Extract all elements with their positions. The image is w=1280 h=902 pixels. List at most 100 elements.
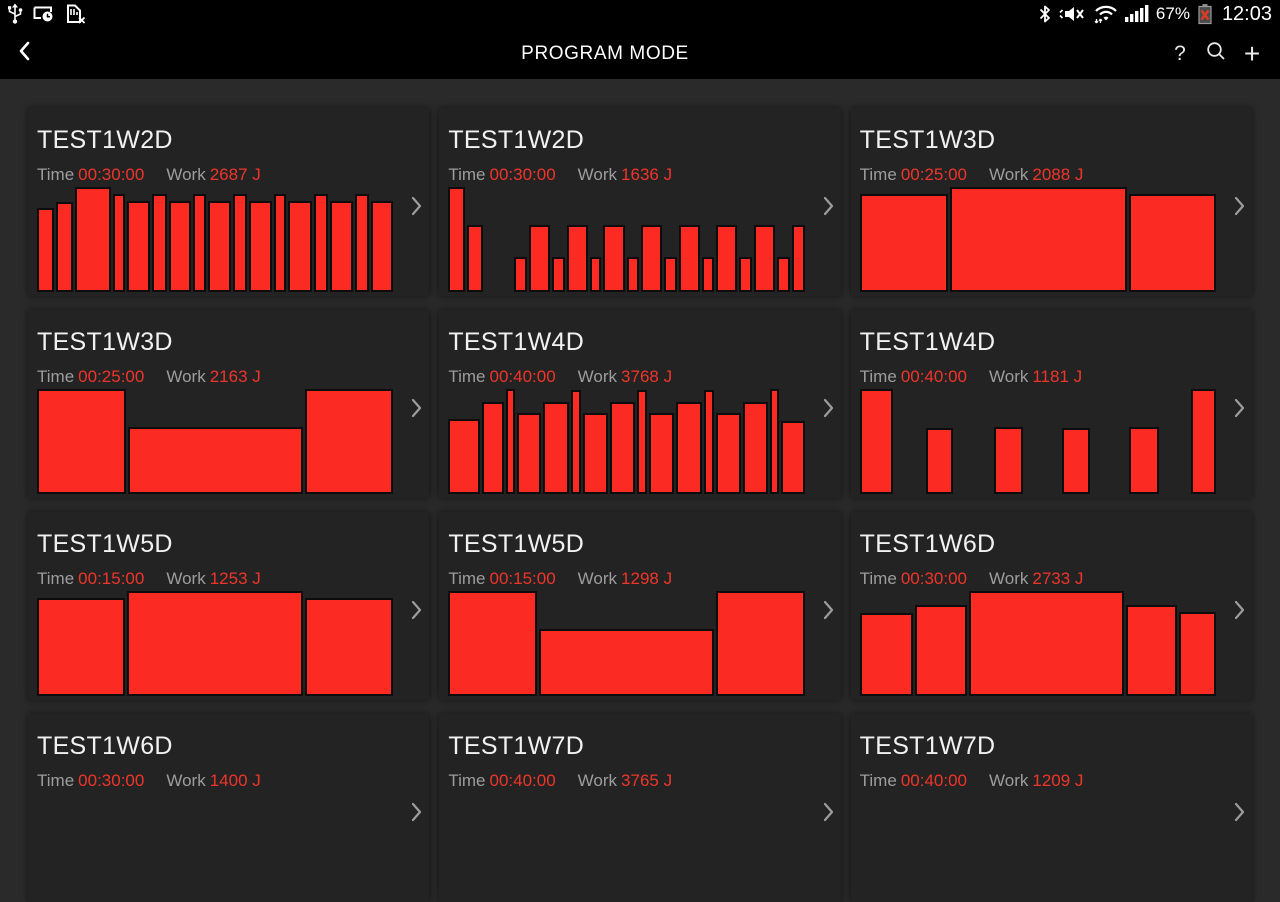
chart-bar xyxy=(1062,427,1090,494)
work-label: Work xyxy=(577,367,618,386)
time-value: 00:40:00 xyxy=(900,771,967,790)
chart-bar xyxy=(626,257,640,292)
signal-strength-icon xyxy=(1124,4,1149,24)
program-title: TEST1W2D xyxy=(448,126,585,154)
usb-icon xyxy=(5,3,25,25)
chart-bar xyxy=(37,598,126,696)
time-value: 00:30:00 xyxy=(78,165,145,184)
program-title: TEST1W6D xyxy=(37,732,173,760)
bluetooth-icon xyxy=(1038,4,1052,24)
program-info: Time 00:30:00 Work 2687 J xyxy=(37,165,419,185)
chevron-right-icon xyxy=(410,801,422,828)
program-info: Time 00:40:00 Work 3768 J xyxy=(448,367,830,387)
chart-bar xyxy=(664,257,677,292)
search-icon xyxy=(1205,40,1227,68)
chevron-right-icon xyxy=(1233,397,1245,424)
chart-bar xyxy=(313,194,328,292)
time-label: Time xyxy=(448,771,486,790)
work-value: 1400 J xyxy=(209,771,261,790)
program-chart xyxy=(447,187,805,292)
work-label: Work xyxy=(577,771,618,790)
work-label: Work xyxy=(166,771,206,790)
chart-bar xyxy=(859,389,894,494)
time-value: 00:30:00 xyxy=(78,771,145,790)
program-chart xyxy=(859,793,1217,898)
work-label: Work xyxy=(577,569,618,588)
work-label: Work xyxy=(166,569,206,588)
chevron-right-icon xyxy=(410,397,422,424)
chart-bar xyxy=(949,187,1127,292)
time-value: 00:30:00 xyxy=(489,165,556,184)
plus-icon: + xyxy=(1243,37,1261,69)
time-label: Time xyxy=(859,367,897,386)
chart-bar xyxy=(1190,389,1216,494)
chart-bar xyxy=(570,390,581,494)
page-title: PROGRAM MODE xyxy=(521,42,689,64)
chart-bar xyxy=(649,413,675,494)
chart-bar xyxy=(355,194,370,292)
work-value: 3765 J xyxy=(621,771,673,790)
chart-bar xyxy=(448,187,465,292)
program-card[interactable]: TEST1W4D Time 00:40:00 Work 3768 J xyxy=(439,310,841,498)
time-value: 00:40:00 xyxy=(489,771,556,790)
back-button[interactable] xyxy=(0,28,48,79)
program-card[interactable]: TEST1W3D Time 00:25:00 Work 2163 J xyxy=(28,310,430,498)
program-card[interactable]: TEST1W5D Time 00:15:00 Work 1298 J xyxy=(439,512,841,700)
work-value: 1253 J xyxy=(209,569,261,588)
program-card[interactable]: TEST1W6D Time 00:30:00 Work 2733 J xyxy=(850,512,1252,700)
time-label: Time xyxy=(37,569,75,588)
chart-bar xyxy=(715,413,741,494)
program-chart xyxy=(36,793,394,898)
chart-bar xyxy=(233,194,248,292)
program-title: TEST1W3D xyxy=(37,328,173,356)
help-button[interactable]: ? xyxy=(1162,28,1198,79)
program-card[interactable]: TEST1W2D Time 00:30:00 Work 1636 J xyxy=(439,108,841,296)
chart-bar xyxy=(481,401,505,494)
program-chart xyxy=(447,793,805,898)
time-value: 00:40:00 xyxy=(900,367,967,386)
program-title: TEST1W4D xyxy=(859,328,996,356)
program-chart xyxy=(859,389,1217,494)
chevron-right-icon xyxy=(822,195,834,222)
program-card[interactable]: TEST1W4D Time 00:40:00 Work 1181 J xyxy=(850,310,1252,498)
time-value: 00:25:00 xyxy=(900,165,967,184)
program-chart xyxy=(859,187,1217,292)
time-label: Time xyxy=(37,165,75,184)
program-info: Time 00:40:00 Work 1209 J xyxy=(860,771,1242,791)
chart-bar xyxy=(610,401,636,494)
search-button[interactable] xyxy=(1198,28,1234,79)
mute-icon xyxy=(1059,4,1085,24)
program-card[interactable]: TEST1W5D Time 00:15:00 Work 1253 J xyxy=(28,512,430,700)
chart-bar xyxy=(305,389,394,494)
work-label: Work xyxy=(989,771,1029,790)
program-card[interactable]: TEST1W6D Time 00:30:00 Work 1400 J xyxy=(28,714,430,902)
chart-bar xyxy=(288,200,312,292)
time-label: Time xyxy=(859,569,897,588)
chevron-right-icon xyxy=(410,195,422,222)
add-button[interactable]: + xyxy=(1234,28,1270,79)
chart-bar xyxy=(641,224,663,292)
program-card[interactable]: TEST1W7D Time 00:40:00 Work 3765 J xyxy=(439,714,841,902)
chart-bar xyxy=(506,389,516,494)
chart-bar xyxy=(676,401,702,494)
chart-bar xyxy=(1128,426,1159,494)
chart-bar xyxy=(859,613,914,696)
chart-bar xyxy=(152,194,167,292)
time-label: Time xyxy=(37,367,75,386)
chart-bar xyxy=(56,201,74,292)
program-info: Time 00:40:00 Work 3765 J xyxy=(448,771,830,791)
program-info: Time 00:15:00 Work 1298 J xyxy=(448,569,830,589)
chart-bar xyxy=(781,420,805,494)
sim-missing-icon xyxy=(63,3,87,25)
chart-bar xyxy=(770,389,780,494)
work-value: 2163 J xyxy=(209,367,261,386)
work-value: 2733 J xyxy=(1032,569,1084,588)
program-card[interactable]: TEST1W2D Time 00:30:00 Work 2687 J xyxy=(28,108,430,296)
program-card[interactable]: TEST1W3D Time 00:25:00 Work 2088 J xyxy=(850,108,1252,296)
program-chart xyxy=(36,389,394,494)
chart-bar xyxy=(207,200,232,292)
program-card[interactable]: TEST1W7D Time 00:40:00 Work 1209 J xyxy=(850,714,1252,902)
chart-bar xyxy=(448,419,480,494)
status-clock: 12:03 xyxy=(1221,2,1272,25)
work-label: Work xyxy=(166,367,206,386)
